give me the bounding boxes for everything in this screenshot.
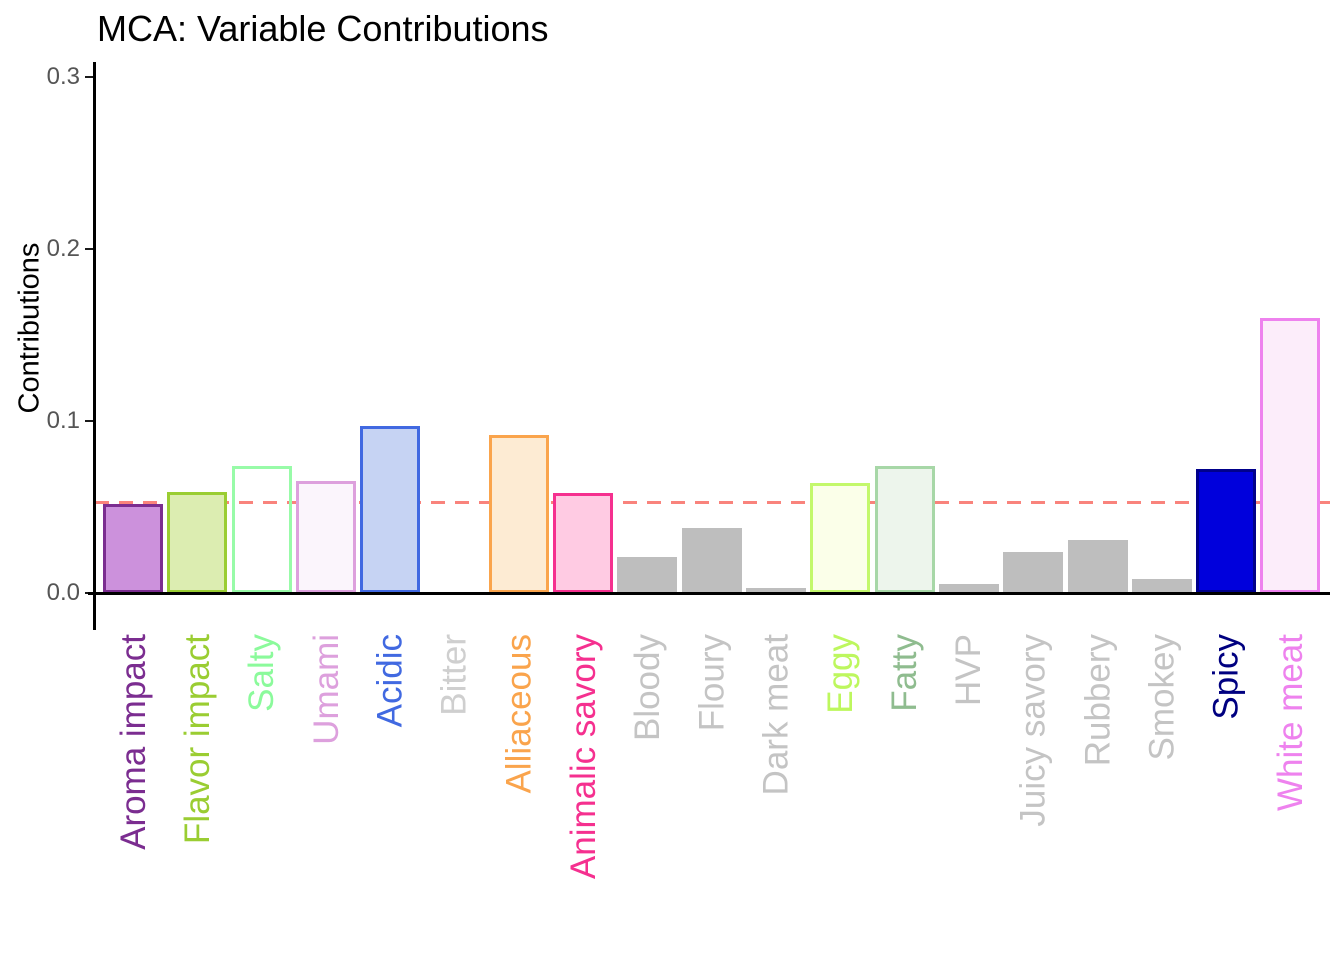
x-axis-label-animalic-savory: Animalic savory xyxy=(563,634,603,880)
bar-fatty xyxy=(874,466,935,593)
y-tick-mark xyxy=(85,75,94,79)
x-axis-label-smokey: Smokey xyxy=(1142,634,1182,761)
x-axis-label-aroma-impact: Aroma impact xyxy=(113,634,153,850)
x-axis-line xyxy=(88,591,1330,595)
x-axis-label-umami: Umami xyxy=(306,634,346,745)
bar-animalic-savory xyxy=(553,493,614,593)
bar-alliaceous xyxy=(488,435,549,593)
x-axis-label-bitter: Bitter xyxy=(435,634,474,716)
x-axis-label-salty: Salty xyxy=(242,634,282,712)
bar-acidic xyxy=(360,426,421,593)
y-tick-label: 0.0 xyxy=(46,579,80,606)
y-tick-label: 0.2 xyxy=(46,235,80,262)
bar-dark-meat xyxy=(746,588,806,593)
bar-smokey xyxy=(1131,579,1192,593)
x-axis-label-juicy-savory: Juicy savory xyxy=(1013,634,1053,827)
y-tick-label: 0.3 xyxy=(46,63,80,90)
bar-bloody xyxy=(617,557,678,593)
bar-spicy xyxy=(1196,469,1257,593)
y-tick-mark xyxy=(85,247,94,251)
bar-aroma-impact xyxy=(103,504,163,593)
x-axis-label-bloody: Bloody xyxy=(627,634,667,742)
bar-floury xyxy=(681,528,742,593)
x-axis-label-white-meat: White meat xyxy=(1270,634,1310,811)
expected-average-reference-line xyxy=(95,501,1330,505)
x-axis-label-fatty: Fatty xyxy=(885,634,925,712)
x-axis-label-rubbery: Rubbery xyxy=(1078,634,1117,767)
x-axis-label-alliaceous: Alliaceous xyxy=(499,634,539,794)
bar-hvp xyxy=(938,584,999,593)
x-axis-label-flavor-impact: Flavor impact xyxy=(177,634,217,845)
x-axis-label-floury: Floury xyxy=(692,634,732,732)
x-axis-label-hvp: HVP xyxy=(949,634,989,706)
bar-rubbery xyxy=(1067,540,1128,593)
bar-umami xyxy=(295,481,356,593)
x-axis-label-spicy: Spicy xyxy=(1206,634,1246,720)
bar-flavor-impact xyxy=(167,492,228,593)
y-axis-title: Contributions xyxy=(13,242,46,414)
chart-title: MCA: Variable Contributions xyxy=(97,8,549,49)
x-axis-label-acidic: Acidic xyxy=(370,634,410,728)
y-tick-label: 0.1 xyxy=(46,407,80,434)
x-axis-label-dark-meat: Dark meat xyxy=(756,634,796,796)
bar-juicy-savory xyxy=(1003,552,1064,593)
y-tick-mark xyxy=(85,419,94,423)
y-axis-line xyxy=(93,62,96,630)
x-axis-label-eggy: Eggy xyxy=(820,634,860,714)
bar-salty xyxy=(231,466,292,593)
bar-white-meat xyxy=(1260,318,1321,593)
bar-eggy xyxy=(810,483,871,593)
